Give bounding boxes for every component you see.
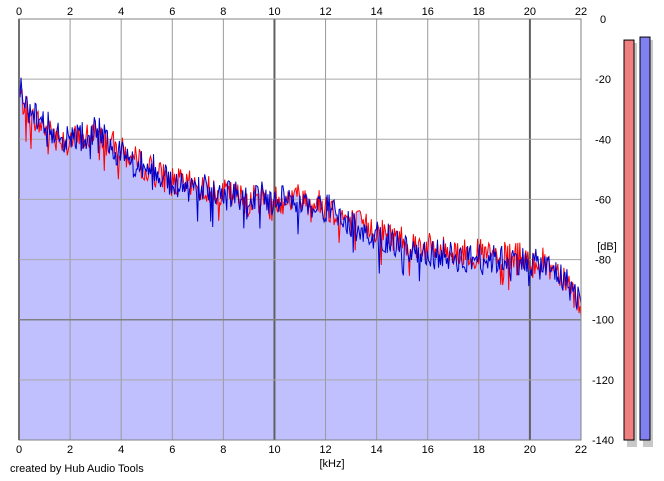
x-tick-label-top: 18 (473, 6, 485, 18)
y-tick-label: -20 (595, 74, 611, 86)
x-tick-label-bottom: 22 (575, 444, 587, 456)
x-tick-labels-top: 0 2 4 6 8 10 12 14 16 18 20 22 (16, 6, 587, 18)
x-tick-label-bottom: 2 (67, 444, 73, 456)
x-tick-label-bottom: 18 (473, 444, 485, 456)
x-tick-label-top: 10 (268, 6, 280, 18)
x-tick-label-bottom: 8 (220, 444, 226, 456)
x-tick-label-top: 0 (16, 6, 22, 18)
x-tick-label-bottom: 10 (268, 444, 280, 456)
x-tick-label-bottom: 16 (422, 444, 434, 456)
x-tick-label-top: 22 (575, 6, 587, 18)
y-axis-label: [dB] (597, 241, 617, 253)
x-tick-label-bottom: 4 (118, 444, 124, 456)
y-tick-label: -140 (592, 435, 614, 447)
series-layer (18, 77, 582, 317)
x-tick-label-bottom: 0 (16, 444, 22, 456)
x-axis-label: [kHz] (319, 458, 344, 470)
level-meters (623, 36, 653, 448)
level-meter-1 (623, 39, 635, 441)
level-meter-2 (639, 36, 651, 441)
y-tick-label: -40 (595, 134, 611, 146)
y-tick-labels: 0 -20 -40 -60 -80 -100 -120 -140 (592, 14, 614, 447)
y-tick-label: -60 (595, 194, 611, 206)
y-tick-label: -80 (595, 255, 611, 267)
x-tick-label-bottom: 12 (319, 444, 331, 456)
x-tick-label-top: 2 (67, 6, 73, 18)
y-tick-label: 0 (600, 14, 606, 26)
x-tick-label-top: 6 (169, 6, 175, 18)
plot-frame (18, 18, 582, 441)
x-tick-label-top: 12 (319, 6, 331, 18)
x-tick-label-top: 4 (118, 6, 124, 18)
x-tick-label-top: 20 (524, 6, 536, 18)
y-tick-label: -100 (592, 315, 614, 327)
series-line-2 (18, 77, 582, 310)
y-tick-label: -120 (592, 375, 614, 387)
x-tick-labels-bottom: 0 2 4 6 8 10 12 14 16 18 20 22 (16, 444, 587, 456)
credit-text: created by Hub Audio Tools (10, 463, 144, 475)
x-tick-label-top: 8 (220, 6, 226, 18)
x-tick-label-bottom: 14 (371, 444, 383, 456)
x-tick-label-top: 16 (422, 6, 434, 18)
x-tick-label-bottom: 6 (169, 444, 175, 456)
x-tick-label-top: 14 (371, 6, 383, 18)
x-tick-label-bottom: 20 (524, 444, 536, 456)
